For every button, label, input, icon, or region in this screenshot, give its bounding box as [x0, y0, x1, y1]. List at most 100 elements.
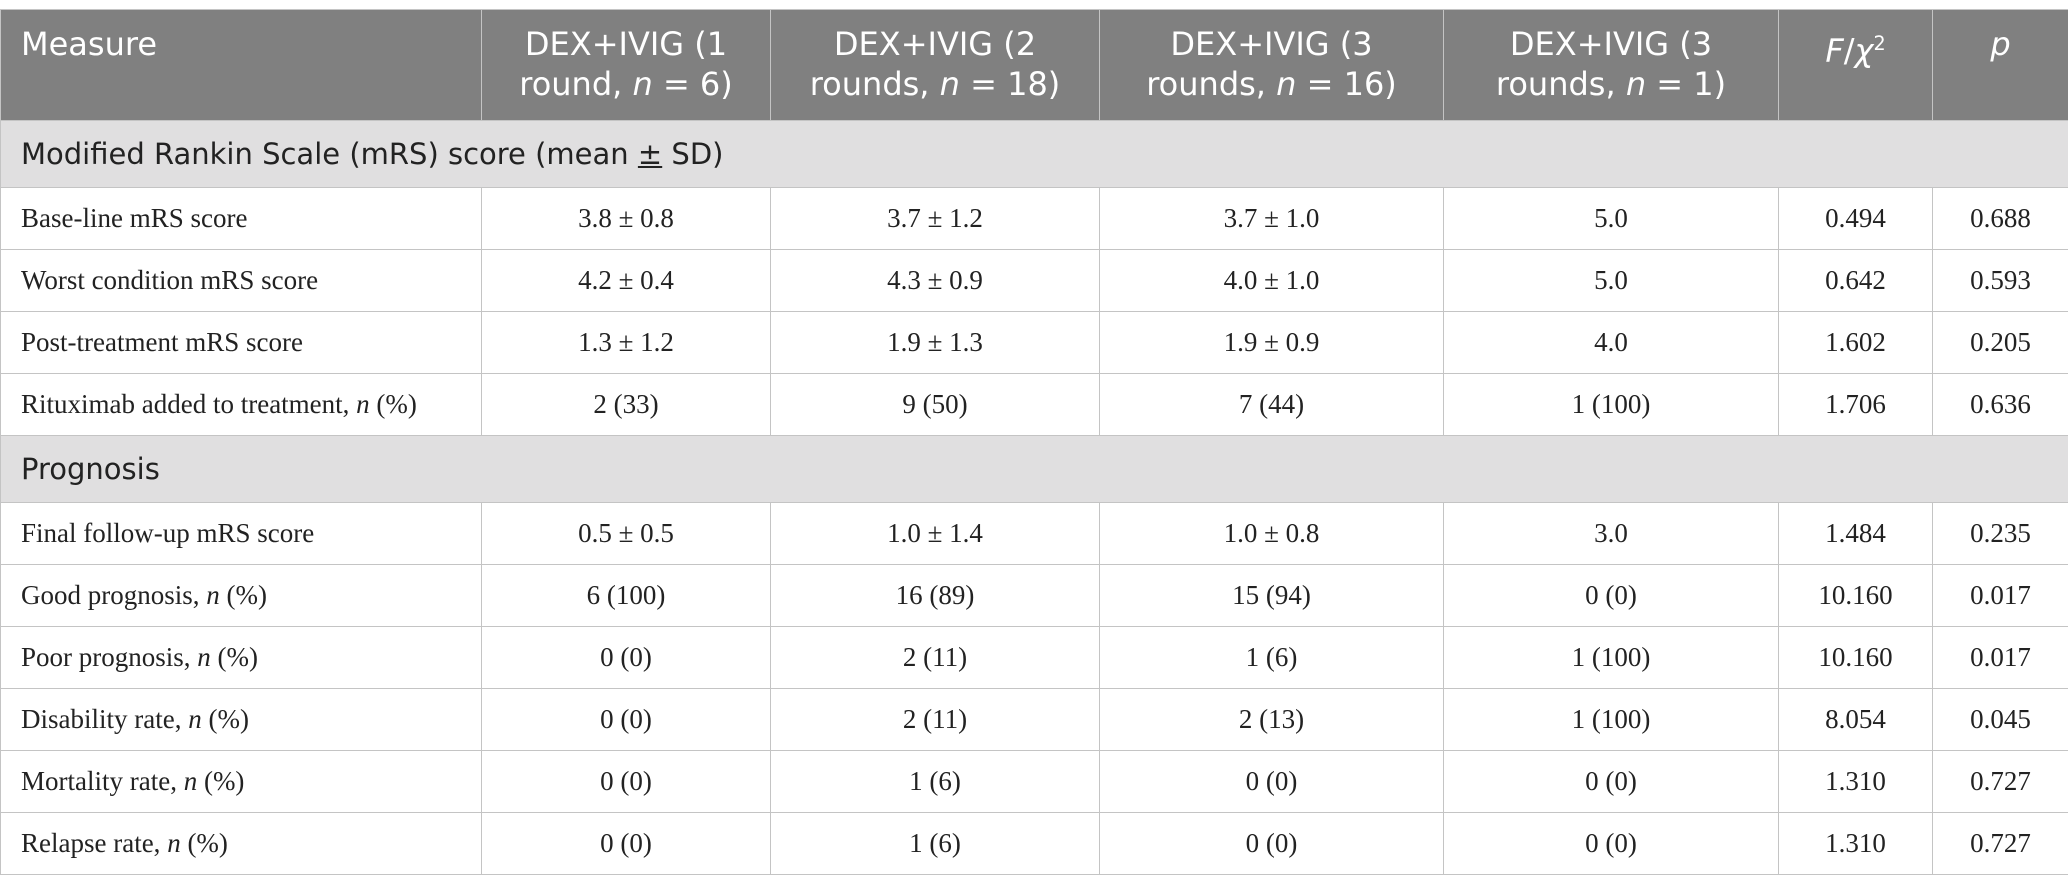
data-row: Mortality rate, n (%)0 (0)1 (6)0 (0)0 (0…	[1, 751, 2068, 813]
text-segment: SD)	[662, 137, 723, 171]
data-cell: 0.642	[1779, 250, 1933, 312]
data-cell: 4.0 ± 1.0	[1100, 250, 1444, 312]
data-cell: 3.0	[1444, 503, 1779, 565]
text-segment: = 6)	[653, 65, 733, 103]
row-label: Base-line mRS score	[1, 188, 482, 250]
data-cell: 5.0	[1444, 188, 1779, 250]
data-cell: 1.706	[1779, 374, 1933, 436]
text-segment: n	[356, 389, 370, 419]
text-segment: n	[184, 766, 198, 796]
data-cell: 0 (0)	[482, 813, 771, 875]
header-cell: DEX+IVIG (3 rounds, n = 1)	[1444, 10, 1779, 121]
text-segment: p	[1990, 25, 2010, 63]
header-cell: Measure	[1, 10, 482, 121]
data-row: Poor prognosis, n (%)0 (0)2 (11)1 (6)1 (…	[1, 627, 2068, 689]
text-segment: (%)	[220, 580, 267, 610]
data-cell: 0.494	[1779, 188, 1933, 250]
data-cell: 0.045	[1933, 689, 2068, 751]
data-cell: 4.0	[1444, 312, 1779, 374]
row-label: Good prognosis, n (%)	[1, 565, 482, 627]
data-cell: 1.9 ± 1.3	[771, 312, 1100, 374]
text-segment: n	[197, 642, 211, 672]
data-cell: 1.3 ± 1.2	[482, 312, 771, 374]
data-cell: 3.7 ± 1.0	[1100, 188, 1444, 250]
data-cell: 1 (6)	[771, 813, 1100, 875]
data-cell: 8.054	[1779, 689, 1933, 751]
text-segment: (%)	[181, 828, 228, 858]
data-cell: 0.636	[1933, 374, 2068, 436]
data-cell: 7 (44)	[1100, 374, 1444, 436]
section-row: Prognosis	[1, 436, 2068, 503]
data-cell: 2 (11)	[771, 689, 1100, 751]
header-cell: DEX+IVIG (2 rounds, n = 18)	[771, 10, 1100, 121]
data-cell: 6 (100)	[482, 565, 771, 627]
data-cell: 0 (0)	[482, 627, 771, 689]
data-row: Good prognosis, n (%)6 (100)16 (89)15 (9…	[1, 565, 2068, 627]
text-segment: Rituximab added to treatment,	[21, 389, 356, 419]
data-cell: 3.7 ± 1.2	[771, 188, 1100, 250]
text-segment: Poor prognosis,	[21, 642, 197, 672]
text-segment: n	[940, 65, 960, 103]
text-segment: n	[1626, 65, 1646, 103]
row-label: Poor prognosis, n (%)	[1, 627, 482, 689]
data-cell: 16 (89)	[771, 565, 1100, 627]
text-segment: n	[632, 65, 652, 103]
text-segment: Base-line mRS score	[21, 203, 247, 233]
data-cell: 5.0	[1444, 250, 1779, 312]
text-segment: (%)	[202, 704, 249, 734]
text-segment: Final follow-up mRS score	[21, 518, 314, 548]
row-label: Worst condition mRS score	[1, 250, 482, 312]
text-segment: Worst condition mRS score	[21, 265, 318, 295]
data-cell: 1 (100)	[1444, 627, 1779, 689]
data-cell: 9 (50)	[771, 374, 1100, 436]
text-segment: = 18)	[960, 65, 1060, 103]
text-segment: (%)	[211, 642, 258, 672]
text-segment: F	[1825, 32, 1843, 70]
data-cell: 1.9 ± 0.9	[1100, 312, 1444, 374]
data-cell: 0 (0)	[1444, 751, 1779, 813]
text-segment: = 16)	[1296, 65, 1396, 103]
text-segment: Good prognosis,	[21, 580, 206, 610]
text-segment: Modified Rankin Scale (mRS) score (mean	[21, 137, 638, 171]
text-segment: n	[188, 704, 202, 734]
header-cell: F/χ2	[1779, 10, 1933, 121]
row-label: Mortality rate, n (%)	[1, 751, 482, 813]
data-cell: 0.017	[1933, 627, 2068, 689]
text-segment: Measure	[21, 25, 157, 63]
data-cell: 0.727	[1933, 751, 2068, 813]
data-row: Rituximab added to treatment, n (%)2 (33…	[1, 374, 2068, 436]
data-cell: 0.727	[1933, 813, 2068, 875]
row-label: Relapse rate, n (%)	[1, 813, 482, 875]
data-cell: 0 (0)	[1100, 751, 1444, 813]
data-cell: 0 (0)	[1444, 813, 1779, 875]
data-cell: 1 (100)	[1444, 374, 1779, 436]
data-cell: 1 (6)	[1100, 627, 1444, 689]
data-cell: 1.602	[1779, 312, 1933, 374]
text-segment: n	[206, 580, 220, 610]
data-cell: 0.235	[1933, 503, 2068, 565]
text-segment: = 1)	[1646, 65, 1726, 103]
data-cell: 1.310	[1779, 751, 1933, 813]
data-cell: 0.5 ± 0.5	[482, 503, 771, 565]
row-label: Post-treatment mRS score	[1, 312, 482, 374]
data-cell: 2 (11)	[771, 627, 1100, 689]
text-segment: Disability rate,	[21, 704, 188, 734]
text-segment: Prognosis	[21, 452, 160, 486]
data-cell: 0 (0)	[482, 751, 771, 813]
row-label: Disability rate, n (%)	[1, 689, 482, 751]
text-segment: χ	[1855, 32, 1874, 70]
text-segment: (%)	[197, 766, 244, 796]
text-segment: Relapse rate,	[21, 828, 167, 858]
data-cell: 3.8 ± 0.8	[482, 188, 771, 250]
data-cell: 1.310	[1779, 813, 1933, 875]
row-label: Final follow-up mRS score	[1, 503, 482, 565]
header-cell: p	[1933, 10, 2068, 121]
data-cell: 0.688	[1933, 188, 2068, 250]
text-segment: /	[1844, 32, 1855, 70]
header-cell: DEX+IVIG (1 round, n = 6)	[482, 10, 771, 121]
